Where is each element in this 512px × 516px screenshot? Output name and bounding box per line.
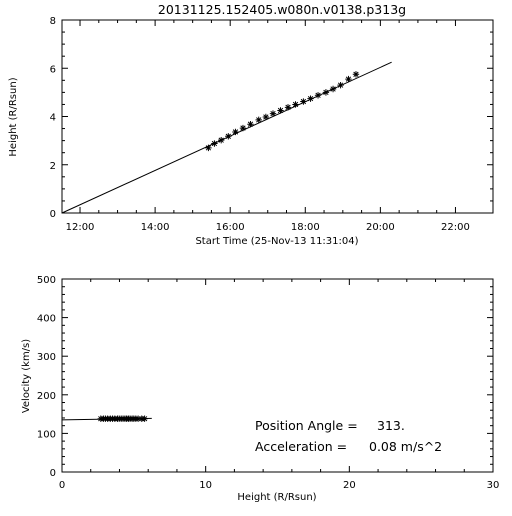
bottom-x-tick-label: 20 <box>343 480 356 491</box>
top-data-point <box>337 81 344 89</box>
top-y-tick-label: 2 <box>50 161 56 172</box>
bottom-x-axis: 0 10 20 30 <box>59 279 500 491</box>
top-data-point <box>217 136 225 144</box>
bottom-x-tick-label: 30 <box>487 480 500 491</box>
bottom-y-axis-label: Velocity (km/s) <box>21 339 32 413</box>
top-data-point <box>314 92 322 99</box>
top-data-point <box>239 124 247 132</box>
top-x-tick-label: 12:00 <box>66 222 95 233</box>
top-y-tick-label: 8 <box>50 16 56 27</box>
bottom-y-tick-label: 200 <box>37 391 56 402</box>
top-data-point <box>329 85 337 93</box>
bottom-plot-frame <box>61 278 494 473</box>
top-x-tick-label: 16:00 <box>216 222 245 233</box>
top-data-point <box>247 121 254 128</box>
top-x-axis-label: Start Time (25-Nov-13 11:31:04) <box>195 236 358 247</box>
bottom-x-axis-label: Height (R/Rsun) <box>237 492 316 503</box>
top-data-point <box>232 128 239 136</box>
top-x-tick-label: 18:00 <box>291 222 320 233</box>
bottom-data-point <box>141 415 148 422</box>
bottom-data-point <box>134 415 142 422</box>
top-data-point <box>225 133 232 140</box>
acceleration-label: Acceleration = <box>255 439 347 454</box>
position-angle-label: Position Angle = <box>255 418 358 433</box>
top-data-point <box>345 75 352 83</box>
top-data-point <box>352 71 360 78</box>
top-data-point <box>211 140 218 147</box>
top-data-point <box>322 89 330 96</box>
velocity-height-panel: 0 10 20 30 0 100 200 300 400 500 Height (R/Rsun)… <box>21 275 499 503</box>
top-y-axis-label: Height (R/Rsun) <box>8 77 19 156</box>
bottom-x-tick-label: 10 <box>199 480 212 491</box>
top-y-axis: 0 2 4 6 8 <box>50 16 493 220</box>
bottom-y-tick-label: 300 <box>37 352 56 363</box>
top-data-point <box>277 107 284 114</box>
bottom-y-tick-label: 0 <box>50 468 56 479</box>
top-y-tick-label: 4 <box>50 113 56 124</box>
acceleration-value: 0.08 m/s^2 <box>369 439 442 454</box>
top-data-points <box>205 71 360 152</box>
top-data-point <box>300 98 307 105</box>
bottom-y-axis: 0 100 200 300 400 500 <box>37 275 493 479</box>
top-x-tick-label: 20:00 <box>366 222 395 233</box>
top-data-point <box>284 104 292 111</box>
top-data-point <box>269 110 277 117</box>
top-x-tick-label: 22:00 <box>441 222 470 233</box>
bottom-x-tick-label: 0 <box>59 480 65 491</box>
position-angle-value: 313. <box>377 418 405 433</box>
height-time-panel: 12:00 14:00 16:00 18:00 20:00 22:00 0 2 4 6 8 Sta… <box>8 16 494 247</box>
top-data-point <box>205 144 212 152</box>
bottom-data-points <box>97 415 148 422</box>
top-data-point <box>292 101 299 108</box>
top-data-point <box>262 113 270 121</box>
top-data-point <box>307 95 314 102</box>
top-y-tick-label: 0 <box>50 209 56 220</box>
top-data-point <box>255 116 262 124</box>
bottom-y-tick-label: 100 <box>37 429 56 440</box>
top-x-tick-label: 14:00 <box>141 222 170 233</box>
bottom-y-tick-label: 500 <box>37 275 56 286</box>
bottom-y-tick-label: 400 <box>37 314 56 325</box>
top-y-tick-label: 6 <box>50 64 56 75</box>
top-x-axis: 12:00 14:00 16:00 18:00 20:00 22:00 <box>66 20 470 233</box>
chart-title: 20131125.152405.w080n.v0138.p313g <box>158 2 406 17</box>
